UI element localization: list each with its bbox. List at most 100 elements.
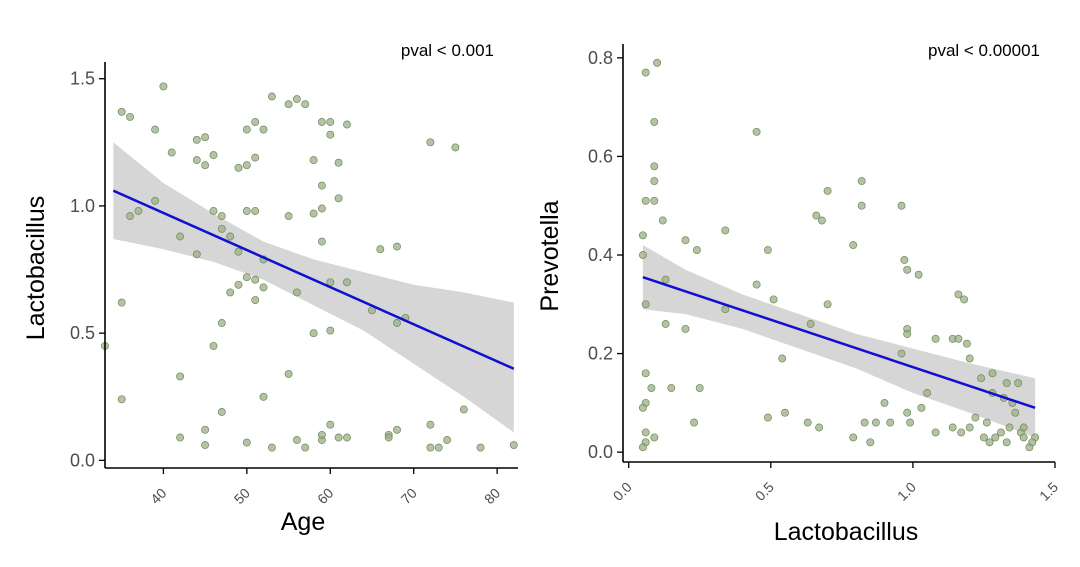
data-point bbox=[259, 125, 268, 134]
y-tick-label: 0.0 bbox=[70, 450, 95, 470]
data-point bbox=[752, 280, 761, 289]
data-point bbox=[459, 405, 468, 414]
data-point bbox=[251, 275, 260, 284]
data-point bbox=[317, 237, 326, 246]
y-tick-label: 1.0 bbox=[70, 196, 95, 216]
right-fit-line bbox=[642, 275, 1036, 409]
data-point bbox=[763, 413, 772, 422]
data-point bbox=[650, 433, 659, 442]
data-point bbox=[661, 320, 670, 328]
data-point bbox=[641, 196, 650, 205]
data-point bbox=[326, 420, 335, 429]
data-point bbox=[948, 423, 957, 432]
data-point bbox=[641, 300, 650, 309]
data-point bbox=[866, 438, 875, 447]
regression-line bbox=[112, 189, 515, 370]
data-point bbox=[965, 423, 974, 432]
data-point bbox=[201, 133, 210, 142]
data-point bbox=[251, 153, 260, 162]
left-y-axis-title: Lactobacillus bbox=[22, 196, 50, 341]
data-point bbox=[681, 324, 690, 333]
data-point bbox=[763, 246, 772, 255]
data-point bbox=[914, 270, 923, 279]
data-point bbox=[509, 441, 518, 450]
data-point bbox=[384, 433, 393, 442]
x-tick-label: 0.5 bbox=[752, 479, 777, 504]
y-tick-label: 0.4 bbox=[588, 245, 613, 265]
data-point bbox=[251, 296, 260, 305]
right-y-axis-title: Prevotella bbox=[536, 200, 564, 311]
data-point bbox=[426, 443, 435, 452]
data-point bbox=[692, 246, 701, 255]
data-point bbox=[817, 216, 826, 225]
data-point bbox=[769, 295, 778, 304]
y-tick-label: 0.5 bbox=[70, 323, 95, 343]
data-point bbox=[931, 334, 940, 343]
data-point bbox=[658, 216, 667, 225]
data-point bbox=[234, 280, 243, 289]
data-point bbox=[1005, 423, 1014, 432]
data-point bbox=[641, 68, 650, 77]
data-point bbox=[721, 226, 730, 235]
right-points bbox=[638, 58, 1040, 452]
data-point bbox=[903, 329, 912, 338]
y-tick-label: 1.5 bbox=[70, 69, 95, 89]
x-tick-label: 1.5 bbox=[1036, 479, 1061, 504]
data-point bbox=[971, 413, 980, 422]
data-point bbox=[192, 250, 201, 259]
data-point bbox=[301, 443, 310, 452]
data-point bbox=[903, 408, 912, 417]
data-point bbox=[962, 339, 971, 348]
data-point bbox=[309, 329, 318, 338]
data-point bbox=[667, 384, 676, 393]
data-point bbox=[815, 423, 824, 432]
data-point bbox=[426, 138, 435, 147]
data-point bbox=[334, 194, 343, 203]
data-point bbox=[309, 209, 318, 218]
data-point bbox=[897, 201, 906, 210]
data-point bbox=[923, 389, 932, 397]
data-point bbox=[641, 369, 650, 378]
data-point bbox=[823, 186, 832, 195]
data-point bbox=[886, 418, 895, 427]
data-point bbox=[292, 436, 301, 444]
data-point bbox=[806, 320, 815, 328]
data-point bbox=[326, 326, 335, 335]
x-tick-label: 40 bbox=[147, 485, 169, 507]
data-point bbox=[393, 242, 401, 251]
data-point bbox=[309, 156, 318, 165]
data-point bbox=[641, 428, 650, 437]
data-point bbox=[251, 118, 260, 126]
data-point bbox=[334, 158, 343, 167]
data-point bbox=[638, 443, 647, 452]
data-point bbox=[234, 163, 243, 172]
data-point bbox=[860, 418, 869, 427]
data-point bbox=[217, 408, 226, 416]
data-point bbox=[1028, 438, 1037, 447]
data-point bbox=[1014, 379, 1023, 388]
data-point bbox=[1019, 423, 1028, 432]
left-scatter-panel: 0.00.51.01.540 50 60 70 80 pval < 0.001 Age … bbox=[22, 41, 518, 536]
data-point bbox=[242, 125, 251, 134]
data-point bbox=[284, 100, 293, 109]
data-point bbox=[1019, 433, 1028, 442]
data-point bbox=[906, 418, 915, 427]
data-point bbox=[849, 241, 858, 250]
data-point bbox=[151, 125, 160, 134]
data-point bbox=[695, 384, 704, 393]
data-point bbox=[960, 295, 969, 304]
data-point bbox=[259, 283, 268, 292]
data-point bbox=[201, 425, 210, 434]
data-point bbox=[159, 82, 168, 91]
data-point bbox=[117, 107, 126, 116]
data-point bbox=[857, 177, 866, 186]
data-point bbox=[326, 118, 335, 126]
left-points bbox=[101, 82, 518, 452]
data-point bbox=[451, 143, 460, 152]
data-point bbox=[977, 374, 986, 383]
left-pval-annotation: pval < 0.001 bbox=[401, 41, 494, 60]
data-point bbox=[226, 232, 235, 241]
data-point bbox=[647, 384, 656, 393]
data-point bbox=[988, 369, 997, 378]
x-tick-label: 0.0 bbox=[610, 479, 635, 504]
